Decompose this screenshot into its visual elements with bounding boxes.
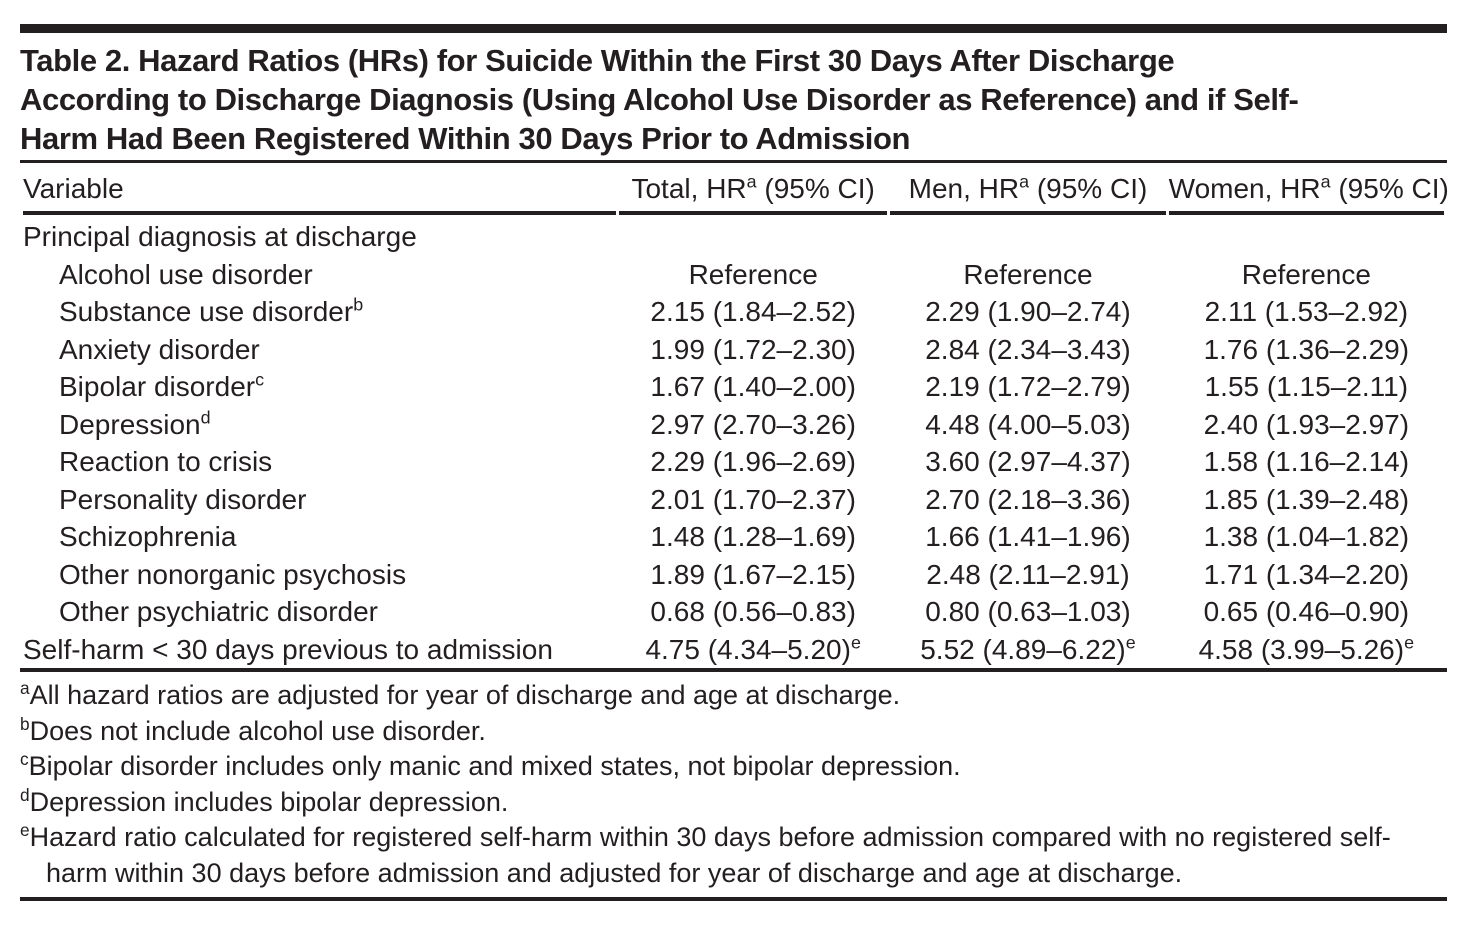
table-row: Reaction to crisis 2.29 (1.96–2.69) 3.60 (…	[23, 443, 1444, 481]
table-row: Anxiety disorder 1.99 (1.72–2.30) 2.84 (2.…	[23, 331, 1444, 369]
closing-rule	[20, 897, 1447, 901]
hr-value-cell: 2.97 (2.70–3.26)	[650, 408, 856, 440]
row-label: Principal diagnosis at discharge	[23, 221, 417, 252]
hr-value-cell: 0.68 (0.56–0.83)	[650, 596, 856, 627]
hr-value-cell: 2.15 (1.84–2.52)	[650, 296, 856, 327]
column-header-women: Women, HRa (95% CI)	[1168, 163, 1449, 215]
table-bottom-rule	[20, 668, 1447, 672]
footnote: aAll hazard ratios are adjusted for year…	[20, 678, 901, 710]
hr-value-cell: 5.52 (4.89–6.22)e	[920, 632, 1136, 665]
row-label: Other psychiatric disorder	[59, 596, 379, 627]
superscript-marker: c	[255, 369, 265, 390]
superscript-marker: d	[20, 784, 30, 805]
top-rule	[20, 24, 1447, 33]
table-title: Table 2. Hazard Ratios (HRs) for Suicide…	[20, 41, 1447, 158]
hr-value-cell: 1.58 (1.16–2.14)	[1203, 446, 1410, 477]
table-row: Depressiond 2.97 (2.70–3.26) 4.48 (4.00–5.…	[23, 406, 1444, 444]
hr-value-cell: 1.38 (1.04–1.82)	[1203, 521, 1410, 552]
hr-value-cell: 0.80 (0.63–1.03)	[925, 596, 1131, 627]
row-label: Depressiond	[59, 407, 211, 440]
hr-value-cell: 2.01 (1.70–2.37)	[650, 483, 856, 515]
footnotes: aAll hazard ratios are adjusted for year…	[20, 678, 1447, 891]
table-row: Principal diagnosis at discharge	[23, 215, 1444, 256]
hr-value-cell: 4.48 (4.00–5.03)	[925, 408, 1131, 440]
hr-value-cell: 0.65 (0.46–0.90)	[1203, 596, 1410, 627]
superscript-marker: e	[1404, 632, 1415, 653]
hr-value-cell: 2.84 (2.34–3.43)	[925, 333, 1131, 365]
superscript-marker: b	[353, 294, 364, 315]
superscript-marker: e	[1125, 632, 1136, 653]
hr-value-cell	[619, 215, 887, 256]
column-header-variable: Variable	[23, 163, 617, 215]
row-label: Anxiety disorder	[59, 333, 260, 365]
table-content: Table 2. Hazard Ratios (HRs) for Suicide…	[20, 24, 1449, 901]
footnote: dDepression includes bipolar depression.	[20, 784, 509, 817]
hr-value-cell: Reference	[688, 258, 818, 290]
hr-value-cell: 4.58 (3.99–5.26)e	[1198, 632, 1415, 665]
superscript-marker: e	[850, 632, 861, 653]
table-body: Principal diagnosis at discharge Alcohol …	[23, 215, 1444, 668]
superscript-marker: a	[1320, 171, 1331, 192]
row-label: Self-harm < 30 days previous to admissio…	[23, 633, 553, 665]
hr-value-cell: 1.85 (1.39–2.48)	[1203, 483, 1410, 515]
superscript-marker: a	[20, 678, 30, 698]
table-title-line-3: Harm Had Been Registered Within 30 Days …	[20, 121, 911, 156]
superscript-marker: b	[20, 713, 30, 734]
superscript-marker: c	[20, 749, 29, 769]
hr-value-cell: 2.48 (2.11–2.91)	[926, 558, 1130, 590]
row-label: Reaction to crisis	[59, 446, 273, 477]
hr-value-cell: 2.19 (1.72–2.79)	[925, 371, 1131, 402]
table-row: Other psychiatric disorder 0.68 (0.56–0.8…	[23, 593, 1444, 631]
superscript-marker: e	[20, 820, 30, 840]
table-title-line-2: According to Discharge Diagnosis (Using …	[20, 82, 1299, 117]
row-label: Substance use disorderb	[59, 294, 364, 327]
hr-value-cell: 1.71 (1.34–2.20)	[1203, 558, 1410, 590]
hr-value-cell: 1.89 (1.67–2.15)	[650, 558, 856, 590]
hr-value-cell: 1.66 (1.41–1.96)	[925, 521, 1131, 552]
hr-value-cell: 1.55 (1.15–2.11)	[1204, 371, 1409, 402]
hr-value-cell: 1.99 (1.72–2.30)	[650, 333, 856, 365]
title-rule	[20, 160, 1447, 163]
table-row: Personality disorder 2.01 (1.70–2.37) 2.70…	[23, 481, 1444, 519]
row-label: Other nonorganic psychosis	[59, 558, 407, 590]
column-header-total: Total, HRa (95% CI)	[619, 163, 888, 215]
table-title-line-1: Table 2. Hazard Ratios (HRs) for Suicide…	[20, 43, 1175, 78]
hr-value-cell	[890, 215, 1165, 256]
table-row: Self-harm < 30 days previous to admissio…	[23, 631, 1444, 669]
hr-value-cell: 2.70 (2.18–3.36)	[925, 483, 1131, 515]
superscript-marker: a	[746, 171, 757, 192]
hr-value-cell	[1169, 215, 1444, 256]
footnote: bDoes not include alcohol use disorder.	[20, 713, 486, 746]
hr-value-cell: 3.60 (2.97–4.37)	[925, 446, 1131, 477]
row-label: Personality disorder	[59, 483, 307, 515]
footnote: cBipolar disorder includes only manic an…	[20, 749, 961, 781]
hr-value-cell: 2.11 (1.53–2.92)	[1204, 296, 1409, 327]
hazard-ratio-table: Variable Total, HRa (95% CI) Men, HRa (9…	[20, 163, 1449, 668]
table-row: Other nonorganic psychosis 1.89 (1.67–2.1…	[23, 556, 1444, 594]
table-row: Bipolar disorderc 1.67 (1.40–2.00) 2.19 (1…	[23, 368, 1444, 406]
table-row: Schizophrenia 1.48 (1.28–1.69) 1.66 (1.41–…	[23, 518, 1444, 556]
hr-value-cell: 2.29 (1.96–2.69)	[650, 446, 856, 477]
column-header-men: Men, HRa (95% CI)	[890, 163, 1166, 215]
hr-value-cell: 1.48 (1.28–1.69)	[650, 521, 856, 552]
hr-value-cell: 2.40 (1.93–2.97)	[1203, 408, 1410, 440]
footnote: eHazard ratio calculated for registered …	[20, 820, 1391, 888]
header-row: Variable Total, HRa (95% CI) Men, HRa (9…	[23, 163, 1449, 215]
table-row: Alcohol use disorder Reference Reference Re…	[23, 256, 1444, 294]
row-label: Schizophrenia	[59, 521, 237, 552]
table-row: Substance use disorderb 2.15 (1.84–2.52) 2…	[23, 293, 1444, 331]
hr-value-cell: 2.29 (1.90–2.74)	[925, 296, 1131, 327]
hr-value-cell: 4.75 (4.34–5.20)e	[645, 632, 861, 665]
superscript-marker: a	[1019, 171, 1030, 192]
superscript-marker: d	[200, 407, 211, 428]
hr-value-cell: 1.67 (1.40–2.00)	[650, 371, 856, 402]
hr-value-cell: 1.76 (1.36–2.29)	[1203, 333, 1410, 365]
hr-value-cell: Reference	[963, 258, 1093, 290]
hr-value-cell: Reference	[1241, 258, 1371, 290]
row-label: Alcohol use disorder	[59, 258, 313, 290]
row-label: Bipolar disorderc	[59, 369, 265, 402]
